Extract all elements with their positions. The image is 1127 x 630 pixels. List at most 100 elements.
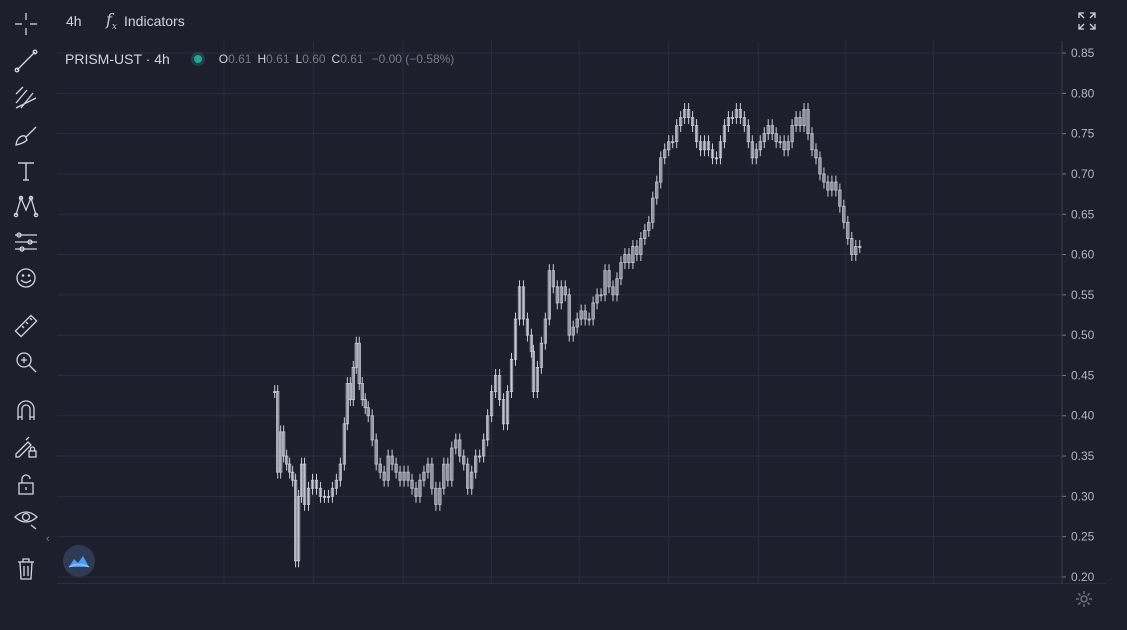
- candle-body: [513, 318, 518, 360]
- candle-body: [786, 141, 790, 151]
- candle-body: [296, 495, 301, 562]
- candle-body: [758, 141, 762, 151]
- candle-body: [651, 197, 655, 223]
- prediction-icon[interactable]: [13, 229, 39, 255]
- candle-body: [790, 125, 794, 143]
- candle-body: [282, 431, 286, 457]
- market-status-dot: [193, 55, 202, 63]
- candle-body: [406, 471, 410, 481]
- candle-body: [551, 270, 555, 288]
- ruler-icon[interactable]: [13, 313, 39, 339]
- high-value: 0.61: [266, 52, 290, 66]
- candle-body: [794, 117, 798, 126]
- text-icon[interactable]: [13, 158, 39, 184]
- chevron-left-icon[interactable]: ‹: [46, 533, 50, 545]
- pattern-icon[interactable]: [13, 193, 39, 219]
- candle-body: [838, 189, 842, 207]
- candle-body: [607, 270, 611, 288]
- gear-icon[interactable]: [1074, 589, 1094, 609]
- candle-body: [366, 407, 370, 417]
- candle-body: [293, 479, 298, 562]
- candle-body: [587, 318, 591, 321]
- candle-body: [555, 286, 559, 304]
- candle-body: [850, 238, 854, 255]
- candle-body: [627, 254, 631, 264]
- fullscreen-icon[interactable]: [1077, 11, 1097, 31]
- candle-body: [683, 109, 687, 118]
- low-value: 0.60: [302, 52, 326, 66]
- y-tick-label: 0.20: [1071, 570, 1095, 584]
- candle-body: [354, 342, 358, 368]
- candle-body: [830, 181, 834, 191]
- eye-icon[interactable]: [13, 505, 39, 531]
- close-value: 0.61: [340, 52, 364, 66]
- y-tick-label: 0.65: [1071, 207, 1095, 221]
- candle-body: [458, 439, 462, 457]
- y-tick-label: 0.70: [1071, 167, 1095, 181]
- trash-icon[interactable]: [13, 556, 39, 582]
- lock-icon[interactable]: [13, 471, 39, 497]
- candle-body: [595, 294, 599, 304]
- indicators-button[interactable]: fx Indicators: [106, 8, 185, 34]
- candle-body: [603, 270, 607, 296]
- candle-body: [643, 229, 647, 239]
- candle-body: [363, 399, 367, 409]
- timeframe-button[interactable]: 4h: [66, 13, 82, 29]
- y-tick-label: 0.60: [1071, 248, 1095, 262]
- candle-body: [599, 294, 603, 297]
- lock-drawing-icon[interactable]: [13, 434, 39, 460]
- candle-body: [698, 141, 703, 151]
- candle-body: [579, 310, 583, 320]
- candle-body: [276, 391, 280, 473]
- symbol-label[interactable]: PRISM-UST · 4h: [65, 51, 170, 67]
- trend-line-icon[interactable]: [13, 48, 39, 74]
- candle-body: [322, 495, 327, 498]
- candle-body: [418, 479, 422, 497]
- crosshair-icon[interactable]: [13, 11, 39, 37]
- candle-body: [667, 141, 671, 151]
- candle-body: [635, 246, 639, 255]
- candle-body: [306, 487, 311, 505]
- magnet-icon[interactable]: [13, 398, 39, 424]
- candle-body: [360, 383, 364, 401]
- top-toolbar: 4h fx Indicators: [50, 0, 1127, 42]
- candle-body: [438, 487, 442, 505]
- candle-body: [394, 463, 398, 473]
- candle-body: [659, 157, 663, 183]
- logo-icon[interactable]: [63, 545, 95, 577]
- candle-body: [726, 117, 731, 126]
- candle-body: [583, 310, 587, 320]
- candle-body: [535, 366, 539, 392]
- candle-body: [615, 278, 619, 296]
- y-tick-label: 0.75: [1071, 127, 1095, 141]
- candle-body: [770, 125, 774, 135]
- open-label: O: [218, 52, 229, 66]
- candle-body: [822, 173, 826, 183]
- candle-body: [450, 447, 454, 481]
- candle-body: [446, 463, 450, 481]
- candle-body: [858, 246, 862, 248]
- candle-body: [493, 375, 498, 392]
- candle-body: [525, 318, 530, 336]
- brush-icon[interactable]: [13, 122, 39, 148]
- price-chart[interactable]: 0.85 0.80 0.75 0.70 0.65 0.60 0.55 0.50 0.45 0.40…: [57, 41, 1106, 584]
- pitchfork-icon[interactable]: [13, 85, 39, 111]
- candle-body: [802, 109, 806, 126]
- candle-body: [279, 431, 283, 473]
- candle-body: [288, 463, 292, 473]
- candle-body: [334, 479, 338, 489]
- chart-area[interactable]: 0.85 0.80 0.75 0.70 0.65 0.60 0.55 0.50 0.45 0.40…: [57, 41, 1106, 584]
- y-tick-label: 0.40: [1071, 409, 1095, 423]
- close-label: C: [331, 52, 341, 66]
- low-label: L: [295, 52, 303, 66]
- candle-body: [762, 133, 766, 143]
- zoom-in-icon[interactable]: [13, 349, 39, 375]
- chart-legend: PRISM-UST · 4h O 0.61 H 0.61 L 0.60 C 0.61 −…: [65, 49, 454, 69]
- candle-body: [466, 463, 470, 489]
- emoji-icon[interactable]: [13, 265, 39, 291]
- y-tick-label: 0.50: [1071, 328, 1095, 342]
- candle-body: [718, 141, 723, 159]
- candle-body: [299, 463, 304, 497]
- candle-body: [454, 439, 458, 449]
- candle-body: [571, 326, 575, 336]
